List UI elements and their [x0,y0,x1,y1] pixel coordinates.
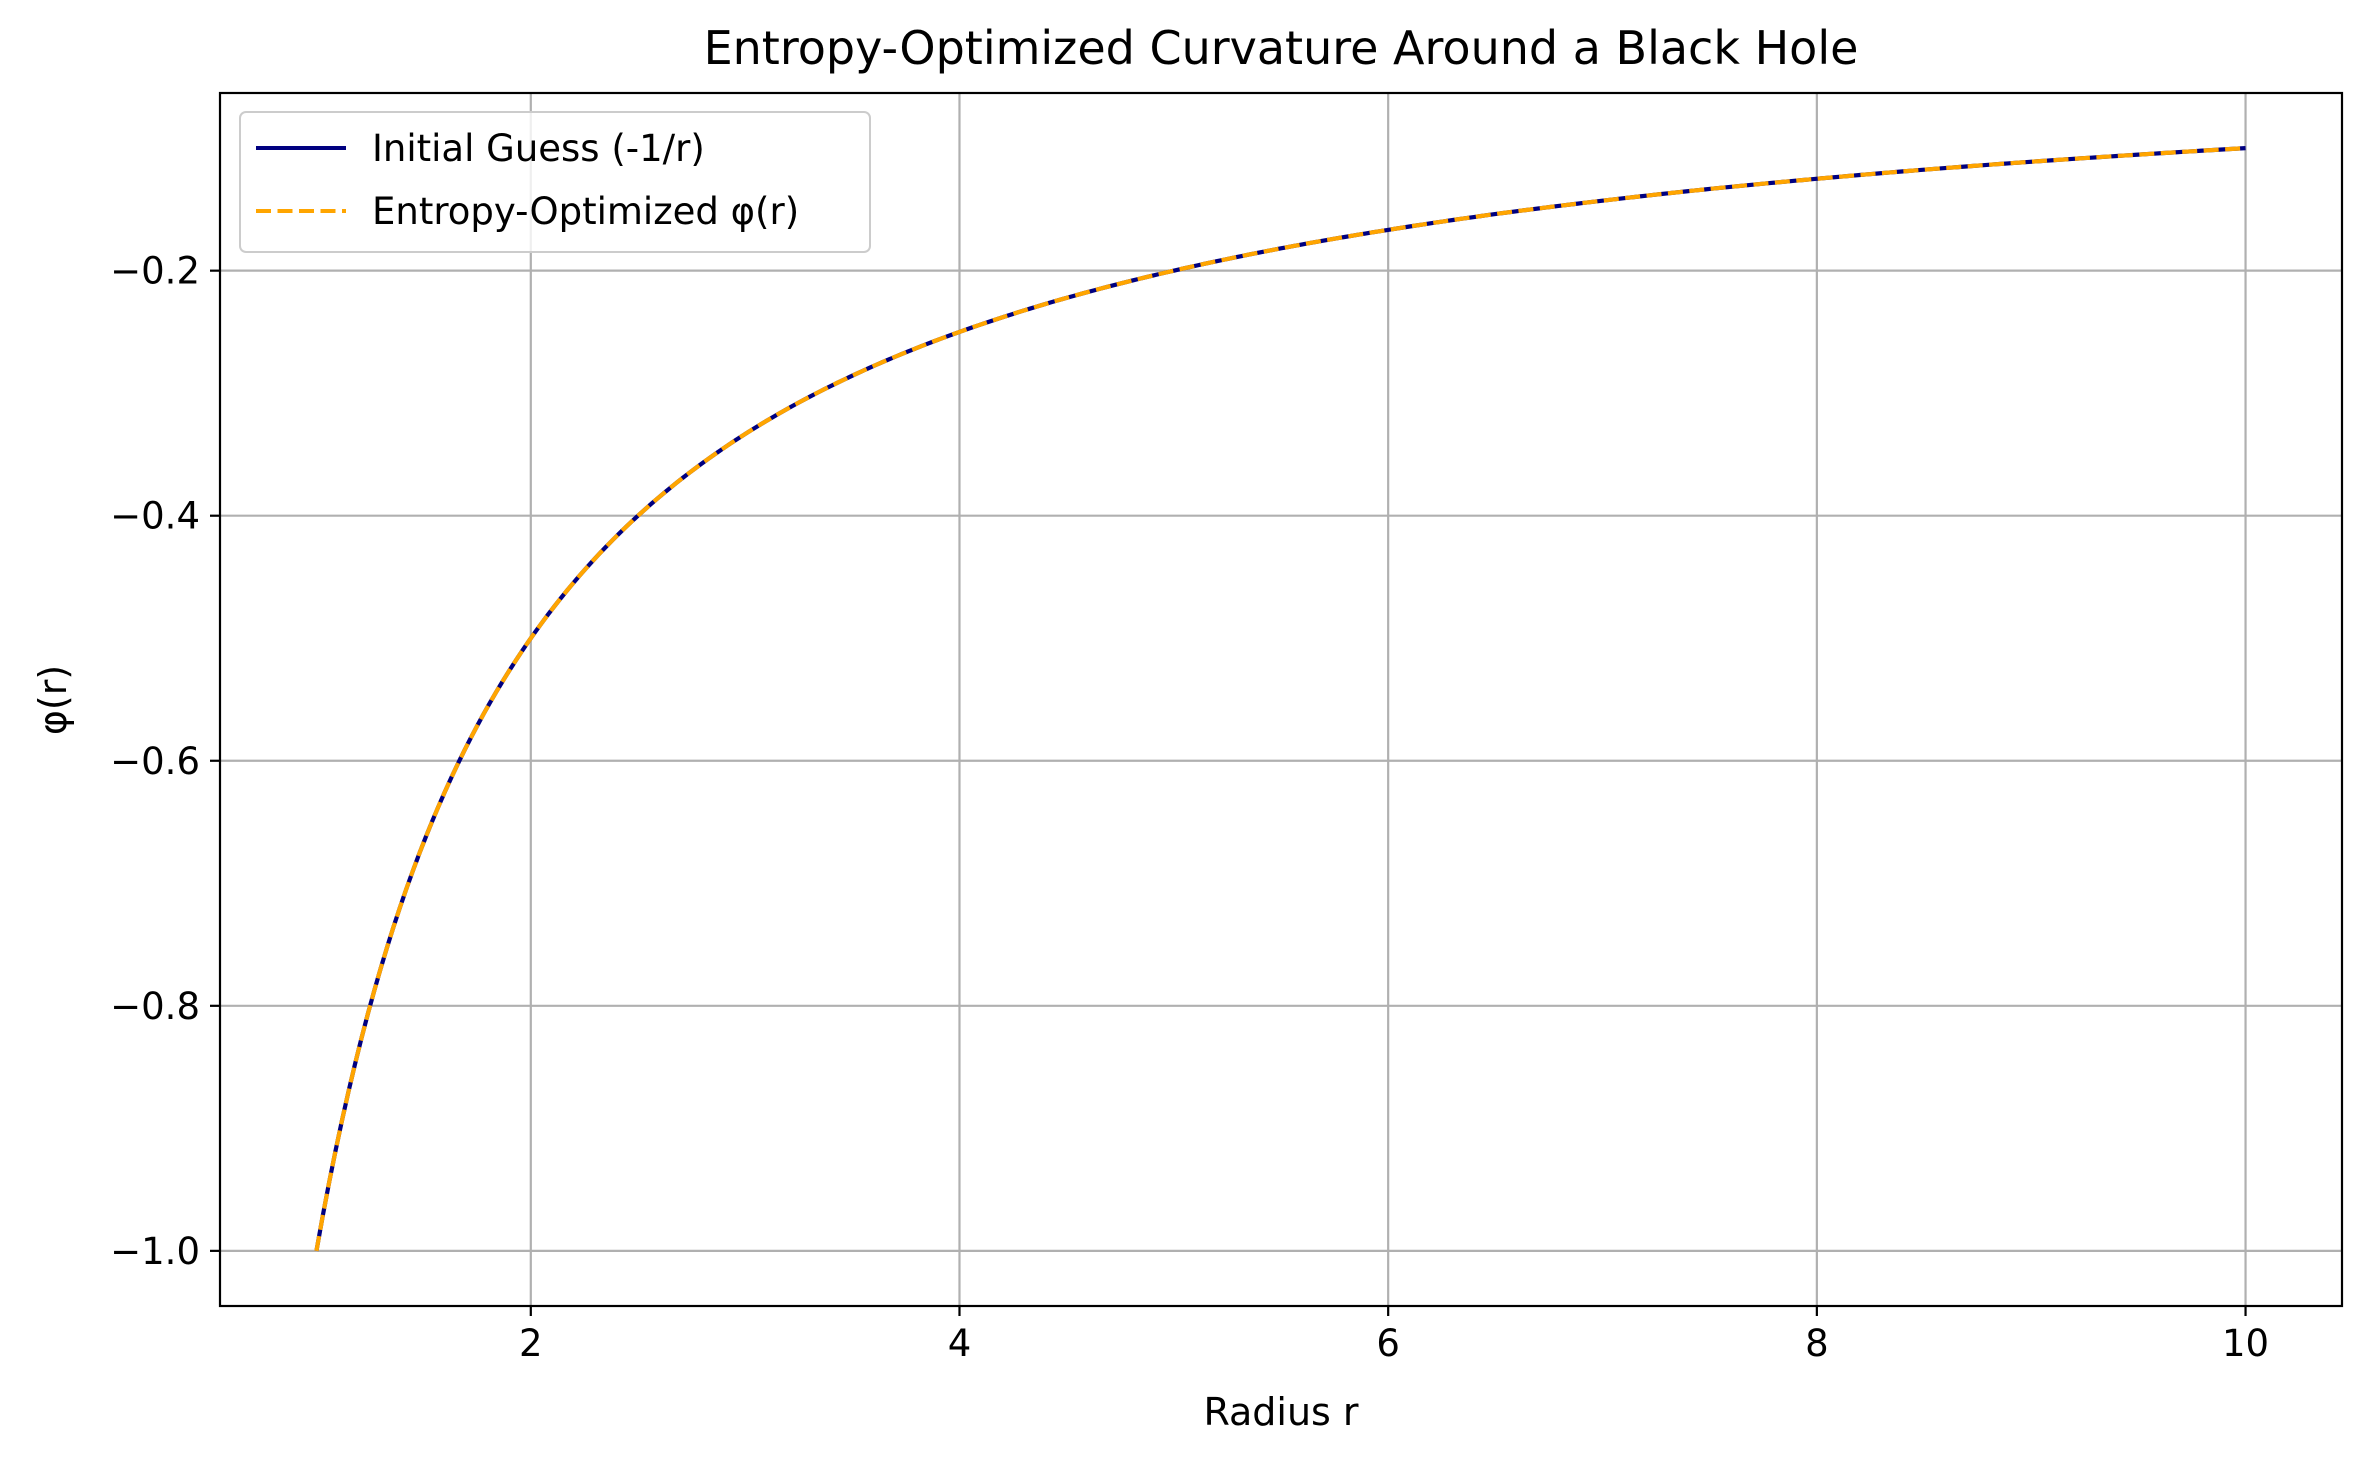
chart-title: Entropy-Optimized Curvature Around a Bla… [704,21,1859,75]
y-tick-label: −0.8 [110,985,200,1028]
x-axis-label: Radius r [1203,1390,1358,1434]
legend-label-initial-guess: Initial Guess (-1/r) [372,127,705,170]
y-axis-label: φ(r) [31,665,75,735]
x-tick-label: 6 [1376,1322,1400,1365]
grid-layer [220,93,2342,1306]
x-tick-label: 10 [2222,1322,2269,1365]
legend-box [239,111,871,253]
y-tick-label: −0.4 [110,495,200,538]
legend: Initial Guess (-1/r) Entropy-Optimized φ… [239,111,871,253]
y-tick-label: −1.0 [110,1230,200,1273]
series-line-entropy-optimized [314,146,2246,1252]
x-tick-label: 8 [1805,1322,1829,1365]
plot-frame [218,91,2344,1308]
x-tick-label: 2 [519,1322,543,1365]
series-layer [314,146,2246,1252]
y-tick-label: −0.2 [110,250,200,293]
y-tick-label: −0.6 [110,740,200,783]
x-tick-label: 4 [948,1322,972,1365]
tick-layer: 2 4 6 8 10 −0.2 −0.4 −0.6 −0.8 −1.0 [110,250,2269,1365]
legend-label-entropy-optimized: Entropy-Optimized φ(r) [372,190,799,233]
